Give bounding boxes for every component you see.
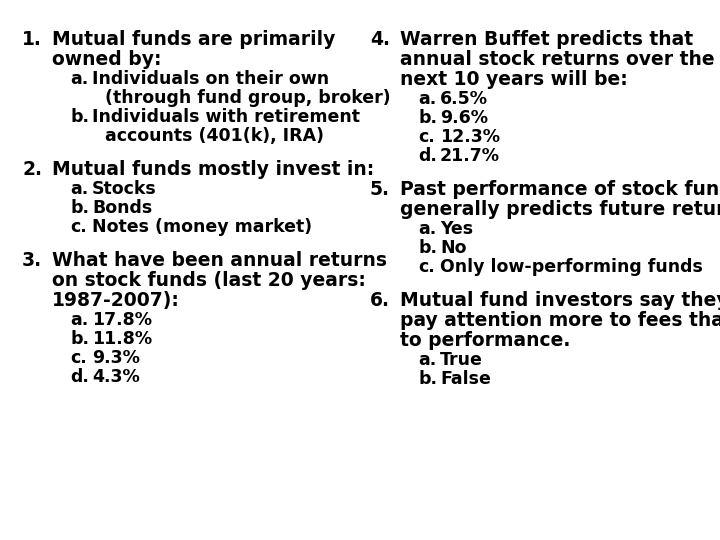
Text: a.: a.: [418, 220, 436, 238]
Text: b.: b.: [418, 239, 437, 257]
Text: owned by:: owned by:: [52, 50, 161, 69]
Text: Warren Buffet predicts that: Warren Buffet predicts that: [400, 30, 693, 49]
Text: a.: a.: [70, 311, 89, 329]
Text: b.: b.: [70, 108, 89, 126]
Text: b.: b.: [418, 109, 437, 127]
Text: Mutual fund investors say they: Mutual fund investors say they: [400, 291, 720, 310]
Text: Past performance of stock funds: Past performance of stock funds: [400, 180, 720, 199]
Text: 6.: 6.: [370, 291, 390, 310]
Text: b.: b.: [70, 330, 89, 348]
Text: (through fund group, broker): (through fund group, broker): [105, 89, 391, 107]
Text: 2.: 2.: [22, 160, 42, 179]
Text: Yes: Yes: [440, 220, 473, 238]
Text: Mutual funds mostly invest in:: Mutual funds mostly invest in:: [52, 160, 374, 179]
Text: Only low-performing funds: Only low-performing funds: [440, 258, 703, 276]
Text: 1987-2007):: 1987-2007):: [52, 291, 180, 310]
Text: generally predicts future returns.: generally predicts future returns.: [400, 200, 720, 219]
Text: 21.7%: 21.7%: [440, 147, 500, 165]
Text: 4.3%: 4.3%: [92, 368, 140, 386]
Text: d.: d.: [418, 147, 437, 165]
Text: Stocks: Stocks: [92, 180, 157, 198]
Text: to performance.: to performance.: [400, 331, 570, 350]
Text: c.: c.: [70, 349, 86, 367]
Text: 1.: 1.: [22, 30, 42, 49]
Text: next 10 years will be:: next 10 years will be:: [400, 70, 628, 89]
Text: 3.: 3.: [22, 251, 42, 270]
Text: Individuals with retirement: Individuals with retirement: [92, 108, 360, 126]
Text: on stock funds (last 20 years:: on stock funds (last 20 years:: [52, 271, 366, 290]
Text: Individuals on their own: Individuals on their own: [92, 70, 329, 88]
Text: Mutual funds are primarily: Mutual funds are primarily: [52, 30, 336, 49]
Text: 9.3%: 9.3%: [92, 349, 140, 367]
Text: 9.6%: 9.6%: [440, 109, 488, 127]
Text: 12.3%: 12.3%: [440, 128, 500, 146]
Text: a.: a.: [70, 180, 89, 198]
Text: 6.5%: 6.5%: [440, 90, 488, 108]
Text: Notes (money market): Notes (money market): [92, 218, 312, 236]
Text: What have been annual returns: What have been annual returns: [52, 251, 387, 270]
Text: b.: b.: [418, 370, 437, 388]
Text: c.: c.: [418, 128, 435, 146]
Text: 5.: 5.: [370, 180, 390, 199]
Text: 4.: 4.: [370, 30, 390, 49]
Text: No: No: [440, 239, 467, 257]
Text: a.: a.: [418, 90, 436, 108]
Text: Bonds: Bonds: [92, 199, 152, 217]
Text: accounts (401(k), IRA): accounts (401(k), IRA): [105, 127, 324, 145]
Text: d.: d.: [70, 368, 89, 386]
Text: a.: a.: [418, 351, 436, 369]
Text: True: True: [440, 351, 483, 369]
Text: False: False: [440, 370, 491, 388]
Text: pay attention more to fees than: pay attention more to fees than: [400, 311, 720, 330]
Text: 17.8%: 17.8%: [92, 311, 152, 329]
Text: c.: c.: [418, 258, 435, 276]
Text: 11.8%: 11.8%: [92, 330, 152, 348]
Text: c.: c.: [70, 218, 86, 236]
Text: annual stock returns over the: annual stock returns over the: [400, 50, 715, 69]
Text: b.: b.: [70, 199, 89, 217]
Text: a.: a.: [70, 70, 89, 88]
